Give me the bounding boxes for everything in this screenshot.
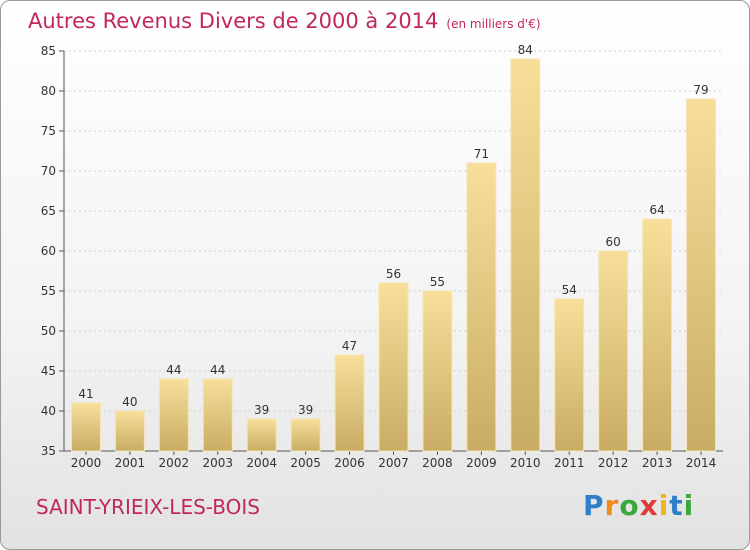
bar-value-label: 44 [210,363,225,377]
bar [642,218,673,452]
x-tick-label: 2000 [71,456,102,470]
bar-value-label: 60 [606,235,621,249]
logo-letter: o [619,489,640,522]
bar [334,354,365,452]
x-tick-label: 2008 [422,456,453,470]
bar-value-label: 39 [298,403,313,417]
axes: 35 40 45 50 55 60 65 70 75 80 85 [41,44,723,458]
bar [378,282,409,452]
bar-value-label: 41 [78,387,93,401]
logo-letter: P [583,489,605,522]
x-tick-label: 2013 [642,456,673,470]
bar [158,378,189,452]
commune-name: SAINT-YRIEIX-LES-BOIS [36,495,260,519]
bar [598,250,629,452]
x-tick-label: 2007 [378,456,409,470]
logo-letter: t [669,489,684,522]
bar-value-label: 79 [693,83,708,97]
labels: 41 2000 40 2001 44 2002 44 2003 39 2004 39 2005 47 20… [71,43,717,470]
x-tick-label: 2014 [686,456,717,470]
x-tick-label: 2009 [466,456,497,470]
bar-value-label: 71 [474,147,489,161]
logo-letter: r [604,489,620,522]
y-tick-label: 65 [41,204,56,218]
bar [70,402,101,452]
bar [202,378,233,452]
proxiti-logo[interactable]: Proxiti [583,489,694,522]
x-tick-label: 2010 [510,456,541,470]
y-tick-label: 75 [41,124,56,138]
y-tick-label: 55 [41,284,56,298]
bar [422,290,453,452]
bar-value-label: 40 [122,395,137,409]
x-tick-label: 2004 [246,456,277,470]
bar-value-label: 54 [562,283,577,297]
y-tick-label: 70 [41,164,56,178]
bar [114,410,145,452]
bar-value-label: 47 [342,339,357,353]
bar-value-label: 56 [386,267,401,281]
bar-value-label: 84 [518,43,533,57]
logo-letter: x [639,489,659,522]
x-tick-label: 2012 [598,456,629,470]
bar [554,298,585,452]
title-unit: (en milliers d'€) [446,17,541,31]
y-tick-label: 40 [41,404,56,418]
bar [686,98,717,452]
y-tick-label: 45 [41,364,56,378]
chart-title: Autres Revenus Divers de 2000 à 2014 (en … [28,9,541,33]
bar-value-label: 44 [166,363,181,377]
y-tick-label: 35 [41,444,56,458]
logo-letter: i [683,489,695,522]
bar-value-label: 64 [649,203,664,217]
title-text: Autres Revenus Divers de 2000 à 2014 [28,9,439,33]
y-tick-label: 80 [41,84,56,98]
bars [70,58,717,452]
x-tick-label: 2011 [554,456,585,470]
logo-letter: i [658,489,670,522]
bar-value-label: 55 [430,275,445,289]
x-tick-label: 2002 [159,456,190,470]
bar [466,162,497,452]
bar-value-label: 39 [254,403,269,417]
x-tick-label: 2001 [115,456,146,470]
bar [290,418,321,452]
x-tick-label: 2003 [202,456,233,470]
bar [246,418,277,452]
y-tick-label: 60 [41,244,56,258]
x-tick-label: 2005 [290,456,321,470]
y-tick-label: 50 [41,324,56,338]
bar [510,58,541,452]
y-tick-label: 85 [41,44,56,58]
x-tick-label: 2006 [334,456,365,470]
